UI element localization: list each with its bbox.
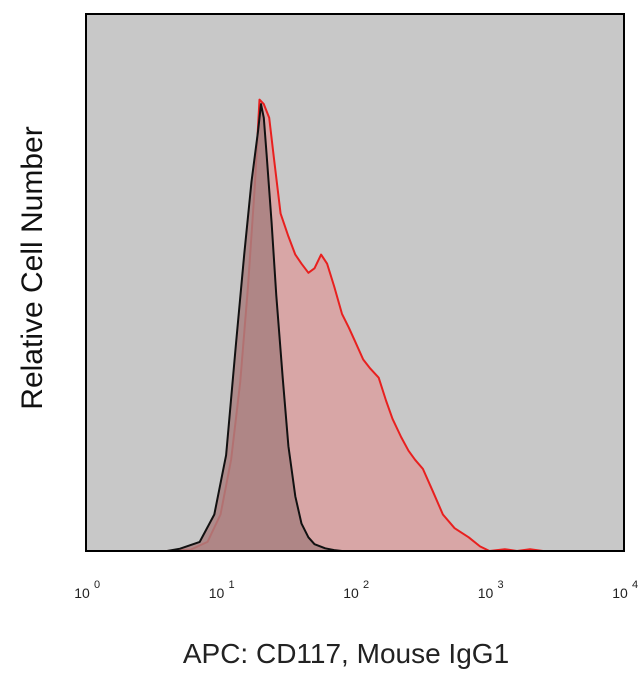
x-tick-label-3: 10 3 [478, 579, 504, 601]
x-tick-label-4: 10 4 [612, 579, 638, 601]
x-tick-exponent: 3 [498, 579, 504, 591]
x-tick-labels: 10 0 10 1 10 2 10 3 10 4 [74, 579, 638, 601]
y-axis-label: Relative Cell Number [16, 126, 49, 409]
x-tick-base: 10 [478, 585, 494, 601]
x-tick-base: 10 [612, 585, 628, 601]
x-tick-label-0: 10 0 [74, 579, 100, 601]
x-tick-base: 10 [209, 585, 225, 601]
x-tick-label-1: 10 1 [209, 579, 235, 601]
x-tick-base: 10 [74, 585, 90, 601]
x-tick-exponent: 0 [94, 579, 100, 591]
x-tick-label-2: 10 2 [343, 579, 369, 601]
series-1-fill [86, 99, 624, 551]
x-axis-label: APC: CD117, Mouse IgG1 [183, 638, 509, 669]
plot-frame [85, 13, 625, 552]
x-tick-base: 10 [343, 585, 359, 601]
x-tick-exponent: 2 [363, 579, 369, 591]
x-tick-exponent: 4 [632, 579, 638, 591]
series-2-line [86, 103, 624, 552]
x-tick-exponent: 1 [229, 579, 235, 591]
series-layer [86, 98, 624, 552]
plot-border [85, 13, 625, 552]
